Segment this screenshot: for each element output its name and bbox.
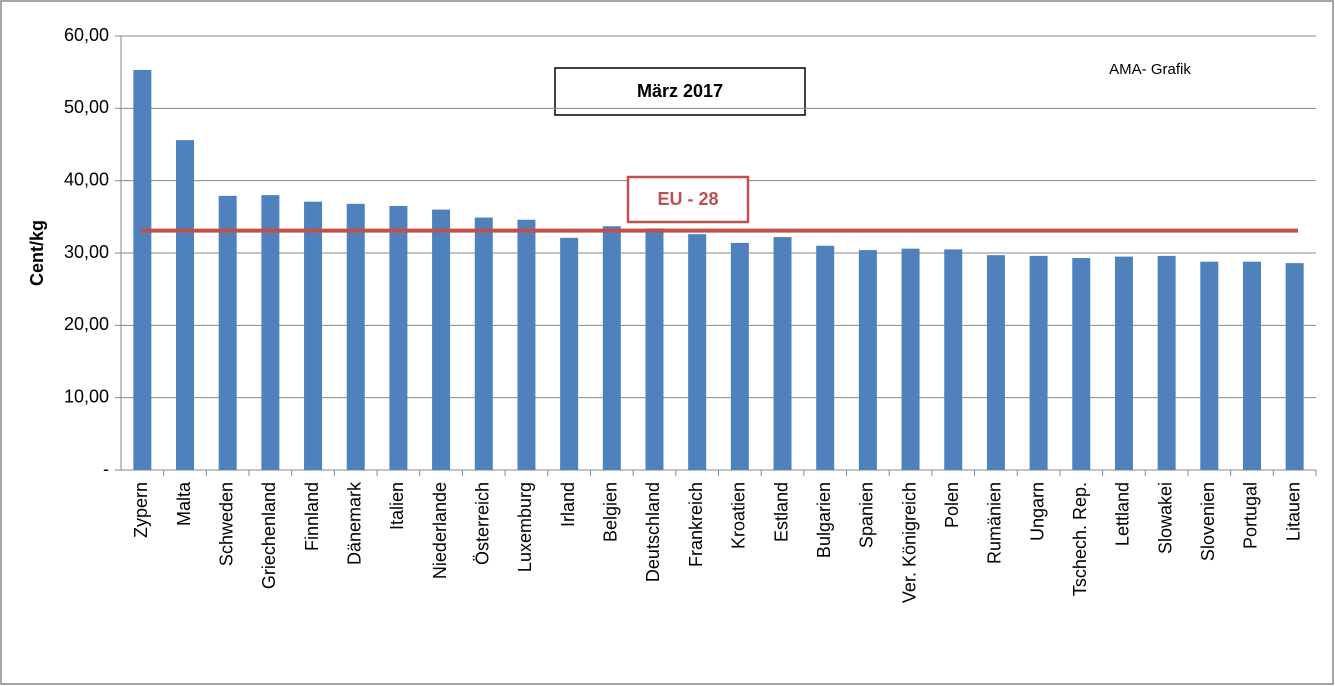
x-tick-label: Ver. Königreich [899,482,919,603]
bar [944,249,963,470]
y-tick-label: 60,00 [64,25,109,45]
x-tick-label: Slowakei [1155,482,1175,554]
x-tick-label: Bulgarien [814,482,834,558]
x-tick-label: Luxemburg [515,482,535,572]
x-tick-label: Slovenien [1198,482,1218,561]
x-tick-label: Lettland [1113,482,1133,546]
x-tick-label: Niederlande [430,482,450,579]
x-tick-label: Litauen [1283,482,1303,541]
x-tick-label: Polen [942,482,962,528]
x-tick-label: Zypern [131,482,151,538]
bar [1157,255,1176,470]
title-box [554,67,806,116]
x-tick-label: Estland [771,482,791,542]
y-tick-label: 30,00 [64,242,109,262]
x-tick-label: Spanien [857,482,877,548]
bar [304,201,323,471]
bar [1242,261,1261,470]
annotation: AMA- Grafik [1109,61,1191,78]
bar [346,203,365,470]
x-tick-label: Kroatien [729,482,749,549]
x-tick-label: Tschech. Rep. [1070,482,1090,596]
x-tick-label: Frankreich [686,482,706,567]
bar [389,205,408,470]
bar [261,195,280,470]
chart-title: März 2017 [637,81,723,101]
x-tick-label: Finnland [302,482,322,551]
bar [602,226,621,470]
bar [517,219,536,470]
x-tick-label: Deutschland [643,482,663,582]
x-tick-label: Dänemark [344,481,364,565]
bar [474,217,493,470]
x-tick-label: Italien [387,482,407,530]
x-tick-label: Österreich [473,482,493,565]
bar [1029,255,1048,470]
bar [730,242,749,470]
x-tick-label: Rumänien [985,482,1005,564]
reference-label-box [626,175,750,224]
y-tick-label: 40,00 [64,169,109,189]
x-tick-label: Portugal [1241,482,1261,549]
x-tick-label: Irland [558,482,578,527]
bar [901,248,920,470]
reference-label: EU - 28 [657,189,718,209]
bar [1200,261,1219,470]
y-tick-label: 20,00 [64,314,109,334]
bar [858,250,877,470]
x-tick-label: Belgien [601,482,621,542]
y-tick-label: - [103,459,109,479]
bar [688,234,707,470]
x-tick-label: Griechenland [259,482,279,589]
x-tick-label: Malta [174,481,194,526]
bar [1114,256,1133,470]
y-tick-label: 50,00 [64,97,109,117]
bar [1072,258,1091,470]
bar [432,209,451,470]
bar [773,237,792,470]
bar [816,245,835,470]
x-tick-label: Schweden [216,482,236,566]
bar [218,195,237,470]
bar [560,237,579,470]
bar [986,255,1005,470]
bar [645,228,664,470]
bar [133,69,152,470]
y-tick-label: 10,00 [64,386,109,406]
y-axis-label: Cent/kg [27,220,47,286]
bar [176,140,195,470]
bar [1285,263,1304,470]
x-tick-label: Ungarn [1027,482,1047,541]
